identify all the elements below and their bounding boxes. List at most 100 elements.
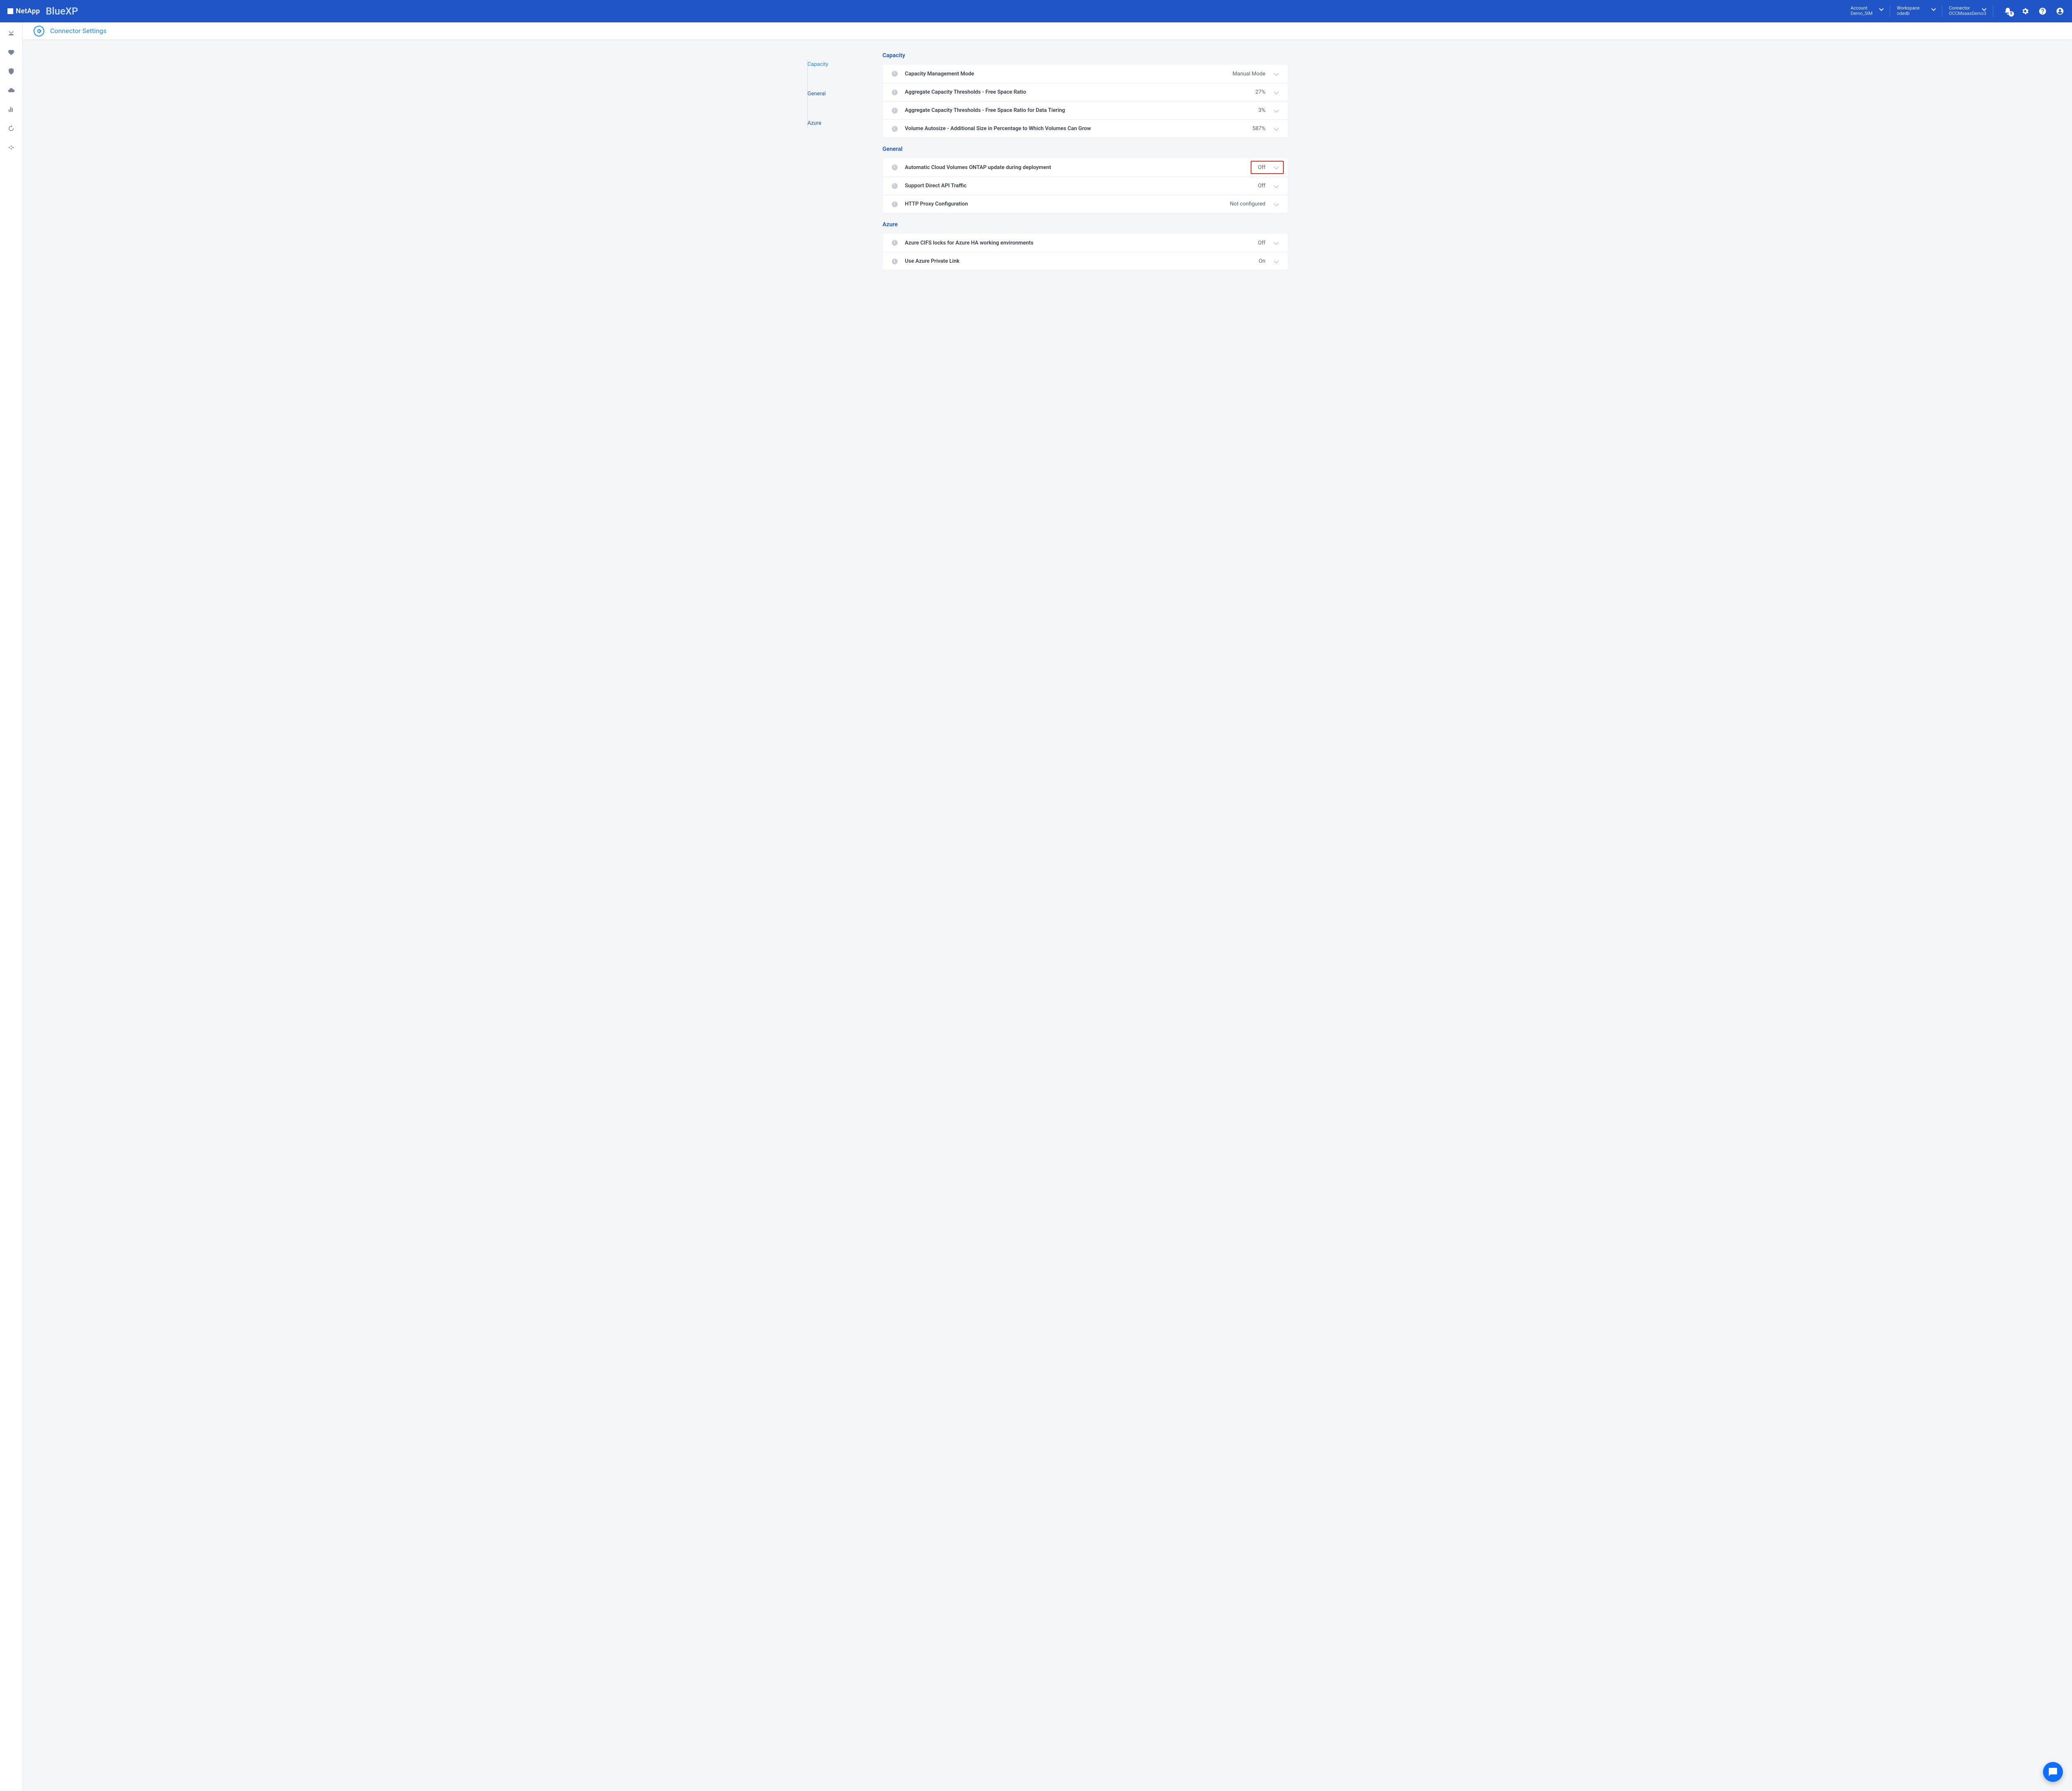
section-title-capacity: Capacity (883, 52, 1288, 59)
info-icon: i (892, 201, 898, 207)
rows-group-capacity: i Capacity Management Mode Manual Mode i… (883, 65, 1288, 138)
row-label: Aggregate Capacity Thresholds - Free Spa… (905, 107, 1259, 114)
section-title-general: General (883, 146, 1288, 152)
account-label: Account (1851, 6, 1868, 11)
chevron-down-icon (1274, 71, 1279, 76)
setting-row[interactable]: i Capacity Management Mode Manual Mode (883, 65, 1288, 83)
setting-row[interactable]: i Support Direct API Traffic Off (883, 177, 1288, 195)
row-value: Manual Mode (1232, 71, 1265, 77)
row-value: 3% (1259, 107, 1266, 114)
row-value: On (1259, 258, 1265, 264)
left-rail (0, 22, 23, 1791)
row-value: Off (1258, 165, 1266, 171)
row-label: Volume Autosize - Additional Size in Per… (905, 126, 1253, 132)
section-title-azure: Azure (883, 221, 1288, 228)
info-icon: i (892, 183, 898, 189)
top-header: NetApp BlueXP Account Demo_SIM Workspace… (0, 0, 2072, 22)
row-label: HTTP Proxy Configuration (905, 201, 1230, 207)
notifications-icon[interactable]: 8 (2003, 7, 2012, 16)
row-value: 587% (1252, 126, 1265, 132)
nav-reports-icon[interactable] (6, 104, 16, 114)
row-label: Aggregate Capacity Thresholds - Free Spa… (905, 89, 1256, 95)
header-icons: 8 (2003, 7, 2065, 16)
chevron-down-icon (1274, 202, 1279, 207)
settings-main: Capacity i Capacity Management Mode Manu… (853, 52, 1288, 270)
setting-row[interactable]: i Use Azure Private Link On (883, 252, 1288, 270)
connector-selector[interactable]: Connector OCCMsaasDemo3 (1942, 4, 1993, 18)
brand-netapp: NetApp (7, 7, 40, 15)
row-value: 27% (1255, 89, 1265, 95)
section-nav-spacer (807, 69, 853, 89)
setting-row[interactable]: i Automatic Cloud Volumes ONTAP update d… (883, 158, 1288, 177)
page-header-gear-icon (34, 26, 44, 36)
brand-bluexp: BlueXP (46, 5, 78, 17)
chat-fab[interactable] (2043, 1762, 2063, 1782)
page-header: Connector Settings (23, 22, 2072, 40)
nav-more-icon[interactable] (6, 143, 16, 152)
row-value: Off (1258, 240, 1266, 246)
nav-sync-icon[interactable] (6, 123, 16, 133)
row-value: Not configured (1230, 201, 1266, 207)
info-icon: i (892, 240, 898, 246)
chevron-down-icon (1274, 126, 1279, 131)
row-label: Automatic Cloud Volumes ONTAP update dur… (905, 165, 1258, 171)
row-label: Support Direct API Traffic (905, 183, 1258, 189)
workspace-label: Workspace (1897, 6, 1920, 11)
section-nav-label: General (808, 91, 826, 97)
row-value: Off (1258, 183, 1266, 189)
account-selector[interactable]: Account Demo_SIM (1844, 4, 1890, 18)
chevron-down-icon (1931, 6, 1935, 10)
help-icon[interactable] (2038, 7, 2047, 16)
row-label: Azure CIFS locks for Azure HA working en… (905, 240, 1258, 246)
account-value: Demo_SIM (1851, 11, 1883, 16)
brand: NetApp BlueXP (7, 5, 78, 17)
section-nav-spacer (807, 99, 853, 119)
notifications-badge: 8 (2009, 11, 2014, 17)
nav-health-icon[interactable] (6, 47, 16, 57)
main-layout: Connector Settings Capacity General Azur… (0, 22, 2072, 1791)
section-nav-label: Capacity (808, 61, 828, 68)
chevron-down-icon (1274, 165, 1279, 170)
setting-row[interactable]: i Aggregate Capacity Thresholds - Free S… (883, 83, 1288, 101)
workspace-selector[interactable]: Workspace odedb (1890, 4, 1942, 18)
brand-netapp-text: NetApp (16, 7, 40, 15)
chevron-down-icon (1274, 90, 1279, 95)
nav-cloud-icon[interactable] (6, 85, 16, 95)
setting-row[interactable]: i Aggregate Capacity Thresholds - Free S… (883, 101, 1288, 119)
chevron-down-icon (1274, 259, 1279, 264)
connector-label: Connector (1949, 6, 1970, 11)
info-icon: i (892, 126, 898, 132)
nav-shield-icon[interactable] (6, 66, 16, 76)
rows-group-general: i Automatic Cloud Volumes ONTAP update d… (883, 158, 1288, 213)
page: Connector Settings Capacity General Azur… (23, 22, 2072, 1791)
section-nav: Capacity General Azure (807, 52, 853, 270)
chevron-down-icon (1879, 6, 1883, 10)
settings-gear-icon[interactable] (2021, 7, 2030, 16)
info-icon: i (892, 259, 898, 264)
nav-canvas-icon[interactable] (6, 28, 16, 38)
setting-row[interactable]: i Azure CIFS locks for Azure HA working … (883, 234, 1288, 252)
chevron-down-icon (1274, 240, 1279, 245)
user-account-icon[interactable] (2055, 7, 2065, 16)
section-nav-label: Azure (808, 120, 821, 126)
row-label: Capacity Management Mode (905, 71, 1233, 77)
section-nav-general[interactable]: General (807, 89, 853, 99)
info-icon: i (892, 90, 898, 95)
chevron-down-icon (1274, 184, 1279, 189)
brand-netapp-logo (7, 8, 13, 14)
connector-value: OCCMsaasDemo3 (1949, 11, 1986, 16)
row-label: Use Azure Private Link (905, 258, 1259, 264)
section-nav-capacity[interactable]: Capacity (807, 60, 853, 69)
info-icon: i (892, 108, 898, 114)
chevron-down-icon (1274, 108, 1279, 113)
rows-group-azure: i Azure CIFS locks for Azure HA working … (883, 234, 1288, 270)
info-icon: i (892, 71, 898, 77)
page-title: Connector Settings (50, 27, 107, 35)
chevron-down-icon (1982, 6, 1986, 10)
setting-row[interactable]: i Volume Autosize - Additional Size in P… (883, 119, 1288, 138)
header-context: Account Demo_SIM Workspace odedb Connect… (1844, 4, 1993, 18)
setting-row[interactable]: i HTTP Proxy Configuration Not configure… (883, 195, 1288, 213)
workspace-value: odedb (1897, 11, 1935, 16)
info-icon: i (892, 165, 898, 170)
section-nav-azure[interactable]: Azure (807, 119, 853, 128)
